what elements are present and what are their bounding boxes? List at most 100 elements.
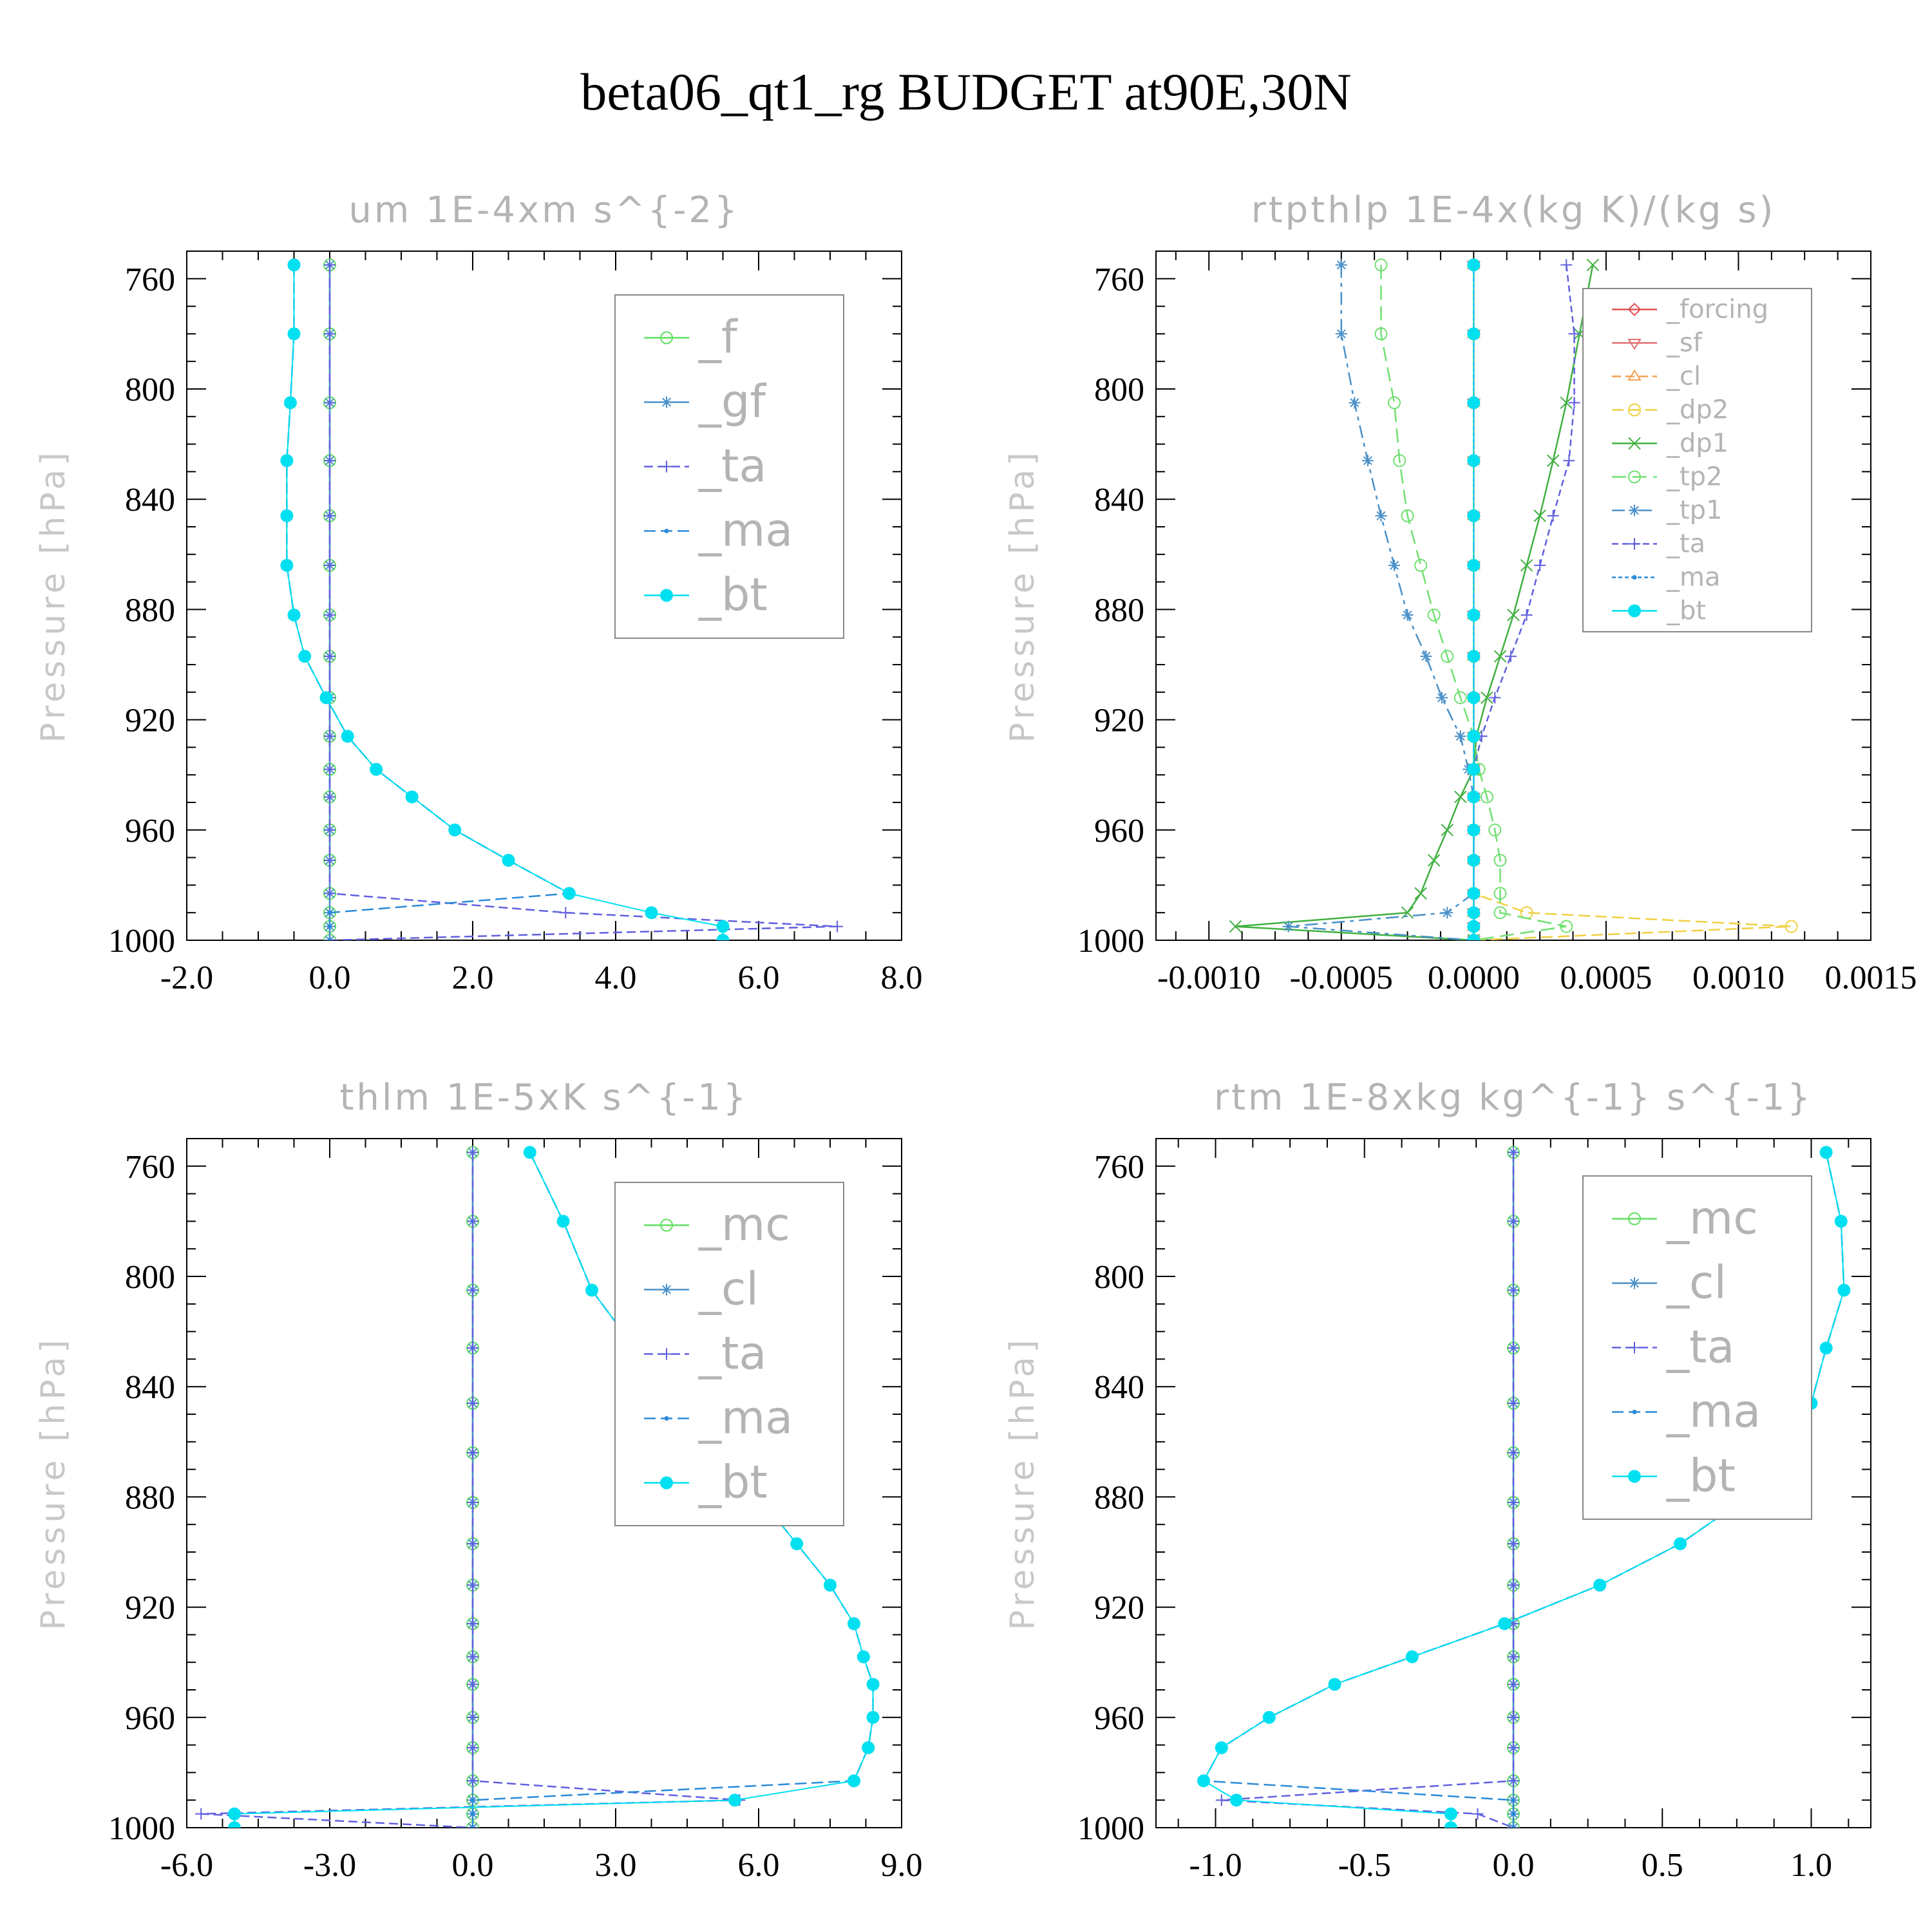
legend-marker — [664, 1416, 669, 1421]
data-point-ta — [1508, 1579, 1519, 1591]
data-point-dp1 — [1441, 824, 1454, 837]
legend-marker — [660, 1476, 673, 1490]
data-point-ta — [1504, 650, 1517, 663]
legend-label: _dp1 — [1666, 429, 1728, 459]
data-point-bt — [1819, 1146, 1833, 1159]
data-point-bt — [848, 1774, 860, 1788]
data-point-bt — [1467, 790, 1481, 804]
x-tick-label: -0.5 — [1338, 1847, 1391, 1884]
data-point-bt — [283, 396, 297, 410]
data-point-ma — [470, 1825, 475, 1828]
legend-label: _f — [698, 311, 738, 364]
legend-marker — [661, 460, 672, 473]
data-point-dp1 — [1520, 559, 1533, 572]
data-point-ta — [1508, 1538, 1519, 1550]
data-point-bt — [1834, 1215, 1848, 1228]
x-tick-label: 8.0 — [881, 960, 923, 996]
data-point-bt — [523, 1146, 536, 1159]
y-tick-label: 800 — [125, 1259, 175, 1296]
data-point-tp1 — [1349, 397, 1361, 409]
data-point-bt — [370, 762, 383, 776]
x-tick-label: 1.0 — [1790, 1847, 1832, 1884]
legend-marker — [1629, 1277, 1640, 1289]
data-point-bt — [1467, 823, 1481, 837]
y-axis-label: Pressure [hPa] — [1003, 1336, 1042, 1631]
data-point-ta — [324, 854, 336, 866]
legend-label: _dp2 — [1666, 395, 1728, 425]
y-axis-label: Pressure [hPa] — [34, 1336, 73, 1631]
data-point-ta — [1508, 1342, 1519, 1354]
legend-label: _mc — [1666, 1192, 1758, 1245]
data-point-ta — [1568, 328, 1580, 340]
data-point-bt — [319, 691, 333, 705]
data-point-tp2 — [1374, 327, 1388, 341]
data-point-ta — [1534, 559, 1546, 571]
legend-label: _gf — [698, 375, 766, 428]
data-point-bt — [280, 509, 294, 522]
legend-marker — [660, 331, 673, 345]
data-point-ta — [324, 824, 336, 836]
data-point-bt — [862, 1741, 875, 1754]
y-tick-label: 1000 — [1077, 1810, 1144, 1847]
data-point-bt — [1467, 762, 1481, 776]
series-line-bt — [286, 265, 724, 940]
data-point-dp1 — [1493, 650, 1507, 663]
data-point-bt — [1819, 1341, 1833, 1355]
legend-marker — [1628, 403, 1641, 417]
data-point-tp2 — [1480, 790, 1493, 804]
data-point-ta — [1508, 1741, 1519, 1754]
data-point-bt — [1262, 1710, 1276, 1724]
data-point-ma — [1511, 1797, 1516, 1803]
legend-box — [1582, 1175, 1812, 1520]
data-point-ta — [1508, 1215, 1519, 1227]
data-point-dp1 — [1507, 609, 1520, 621]
y-tick-label: 880 — [1094, 1479, 1144, 1516]
y-tick-label: 1000 — [108, 1810, 175, 1847]
y-tick-label: 800 — [1094, 1259, 1144, 1296]
y-tick-label: 1000 — [108, 923, 175, 960]
data-point-tp2 — [1401, 509, 1414, 522]
data-point-ma — [327, 924, 332, 929]
data-point-bt — [1467, 258, 1481, 272]
legend-label: _bt — [1666, 1450, 1736, 1502]
x-tick-label: -1.0 — [1189, 1847, 1242, 1884]
data-point-ta — [1560, 259, 1573, 271]
data-point-tp1 — [1436, 692, 1448, 704]
legend-marker — [1628, 1212, 1641, 1226]
legend-marker — [661, 396, 672, 408]
data-point-bt — [1467, 906, 1481, 920]
data-point-bt — [1467, 853, 1481, 867]
data-point-ma — [1511, 1812, 1516, 1817]
data-point-tp1 — [1388, 559, 1400, 571]
data-point-dp1 — [1481, 691, 1493, 705]
series-line-tp2 — [1380, 265, 1567, 940]
data-point-bt — [790, 1537, 804, 1551]
data-point-ta — [1508, 1775, 1519, 1787]
data-point-bt — [1328, 1678, 1341, 1691]
data-point-bt — [448, 823, 462, 837]
data-point-ta — [324, 609, 336, 621]
data-point-bt — [1467, 691, 1481, 705]
chart-panel-rtpthlp: rtpthlp 1E-4x(kg K)/(kg s) Pressure [hPa]… — [1003, 189, 1917, 996]
legend-label: _ma — [1666, 563, 1720, 592]
legend-marker — [1627, 369, 1642, 381]
y-tick-label: 840 — [125, 1369, 175, 1406]
data-point-dp1 — [1560, 396, 1573, 410]
data-point-dp2 — [1785, 920, 1798, 933]
legend: _forcing_sf _cl_dp2 _dp1_tp2 _tp1_ta _ma _bt — [1582, 288, 1812, 632]
data-point-ta — [1520, 609, 1533, 621]
x-tick-label: -0.0010 — [1157, 960, 1260, 996]
data-point-ma — [327, 938, 332, 940]
chart-panel-thlm: thlm 1E-5xK s^{-1} Pressure [hPa] 760 800 84… — [34, 1077, 923, 1884]
y-tick-label: 920 — [1094, 1590, 1144, 1627]
x-tick-label: 4.0 — [595, 960, 637, 996]
y-tick-label: 760 — [1094, 1149, 1144, 1186]
series-line-tp1 — [1288, 265, 1475, 940]
series-line-dp1 — [1235, 265, 1594, 940]
x-tick-label: -2.0 — [160, 960, 213, 996]
legend-marker — [661, 1283, 672, 1296]
panel-title: rtpthlp 1E-4x(kg K)/(kg s) — [1251, 189, 1776, 231]
data-point-ta — [467, 1651, 478, 1663]
y-tick-label: 880 — [1094, 592, 1144, 629]
legend-marker — [1628, 1470, 1641, 1483]
